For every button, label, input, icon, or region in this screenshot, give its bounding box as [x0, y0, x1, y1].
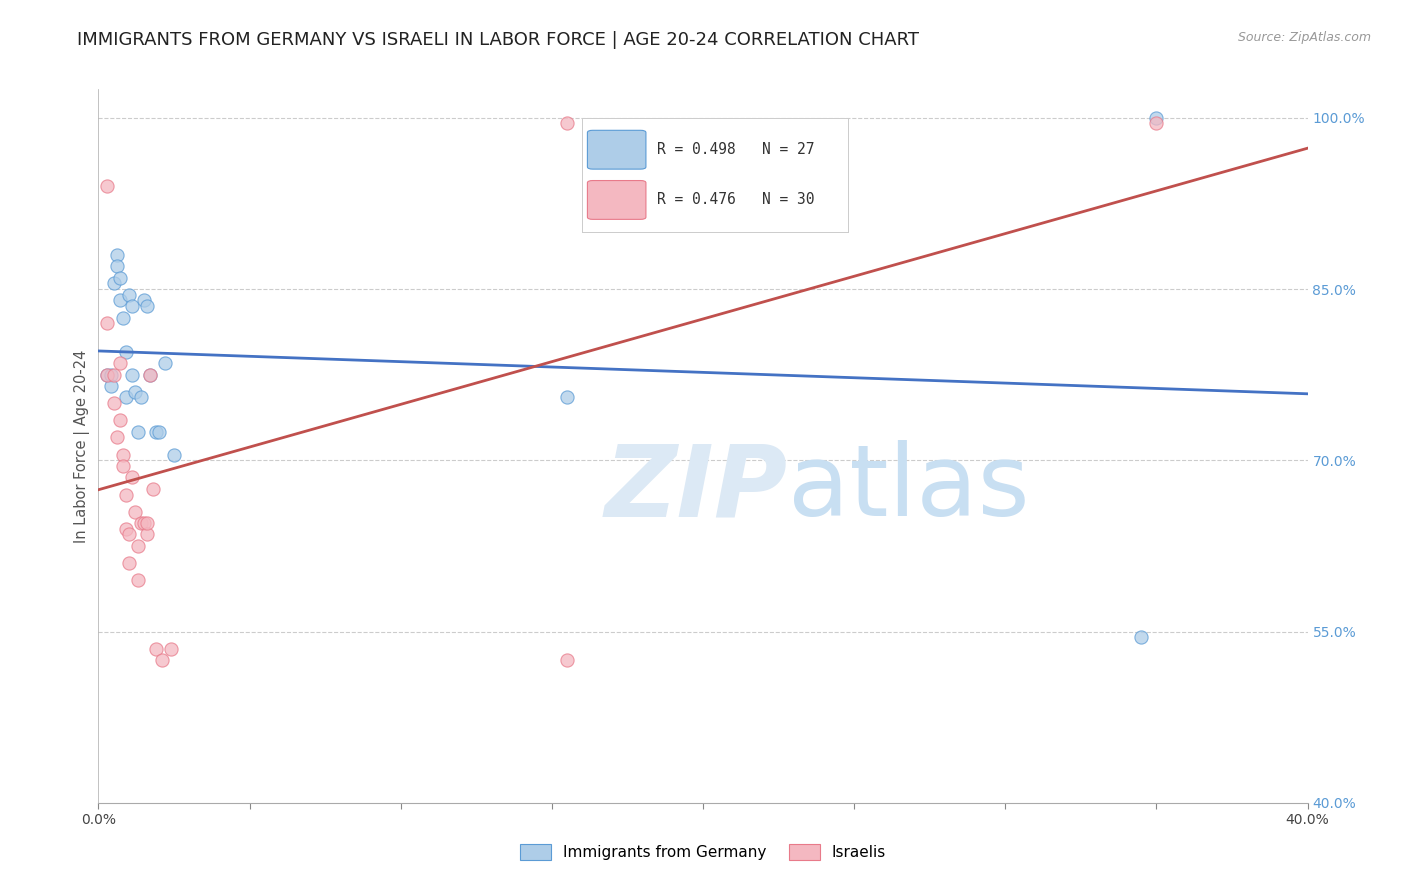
Point: [100, 379, 122, 393]
Point: [118, 287, 141, 301]
Point: [121, 368, 143, 382]
Text: IMMIGRANTS FROM GERMANY VS ISRAELI IN LABOR FORCE | AGE 20-24 CORRELATION CHART: IMMIGRANTS FROM GERMANY VS ISRAELI IN LA…: [77, 31, 920, 49]
Point: [139, 368, 162, 382]
Legend: Immigrants from Germany, Israelis: Immigrants from Germany, Israelis: [513, 838, 893, 866]
Point: [111, 310, 134, 325]
Point: [114, 391, 136, 405]
Point: [145, 641, 167, 656]
Point: [108, 293, 131, 308]
Point: [132, 516, 155, 530]
Point: [118, 556, 141, 570]
Point: [129, 516, 152, 530]
Point: [111, 448, 134, 462]
Point: [163, 448, 186, 462]
Point: [124, 384, 146, 399]
Point: [153, 356, 176, 370]
Point: [139, 368, 162, 382]
Point: [100, 368, 122, 382]
Point: [121, 470, 143, 484]
Point: [135, 516, 157, 530]
Point: [124, 505, 146, 519]
Point: [142, 482, 165, 496]
Point: [96, 179, 118, 194]
Point: [129, 391, 152, 405]
Point: [555, 116, 578, 130]
Point: [105, 248, 128, 262]
Point: [108, 356, 131, 370]
Point: [121, 299, 143, 313]
Point: [1130, 630, 1153, 644]
Point: [555, 653, 578, 667]
Point: [160, 641, 183, 656]
Point: [103, 396, 125, 410]
Point: [114, 344, 136, 359]
Point: [132, 293, 155, 308]
Point: [105, 259, 128, 273]
Point: [114, 487, 136, 501]
Point: [96, 316, 118, 330]
Point: [555, 391, 578, 405]
Point: [1144, 116, 1167, 130]
Point: [114, 522, 136, 536]
Point: [135, 527, 157, 541]
Point: [127, 425, 149, 439]
Text: Source: ZipAtlas.com: Source: ZipAtlas.com: [1237, 31, 1371, 45]
Text: atlas: atlas: [787, 441, 1029, 537]
Point: [108, 270, 131, 285]
Point: [108, 413, 131, 427]
Point: [148, 425, 170, 439]
Point: [111, 458, 134, 473]
Point: [96, 368, 118, 382]
Point: [105, 430, 128, 444]
Point: [96, 368, 118, 382]
Point: [103, 277, 125, 291]
Point: [150, 653, 173, 667]
Text: ZIP: ZIP: [605, 441, 787, 537]
Y-axis label: In Labor Force | Age 20-24: In Labor Force | Age 20-24: [75, 350, 90, 542]
Point: [127, 539, 149, 553]
Point: [1144, 111, 1167, 125]
Point: [145, 425, 167, 439]
Point: [127, 573, 149, 587]
Point: [103, 368, 125, 382]
Point: [135, 299, 157, 313]
Point: [118, 527, 141, 541]
